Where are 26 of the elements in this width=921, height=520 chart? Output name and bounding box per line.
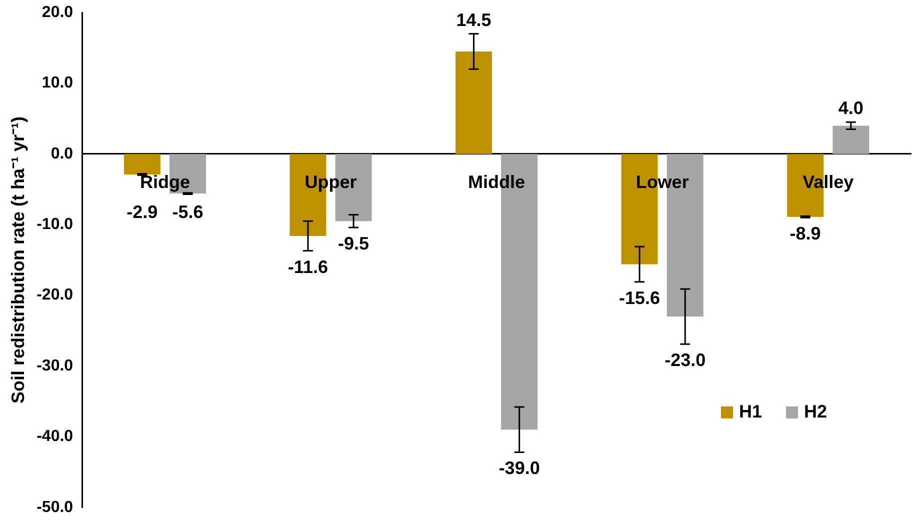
bar — [456, 51, 492, 154]
y-tick-label: -40.0 — [36, 428, 74, 446]
data-label: -8.9 — [790, 224, 821, 244]
y-tick-label: 0.0 — [50, 145, 74, 162]
data-label: -9.5 — [338, 233, 370, 254]
y-tick-label: -30.0 — [36, 357, 74, 374]
bar — [124, 154, 160, 174]
data-label: -15.6 — [619, 288, 660, 308]
y-tick-label: 20.0 — [42, 4, 74, 22]
data-label: 4.0 — [838, 98, 864, 118]
legend-label: H2 — [804, 401, 828, 422]
y-tick-label: -10.0 — [36, 216, 74, 234]
data-label: -23.0 — [664, 350, 706, 370]
bar — [832, 126, 870, 154]
data-label: -11.6 — [288, 256, 328, 277]
y-tick-label: -20.0 — [36, 286, 74, 304]
data-label: -39.0 — [498, 458, 540, 478]
legend-label: H1 — [739, 401, 762, 422]
x-tick-label: Ridge — [140, 172, 190, 192]
y-tick-label: 10.0 — [42, 74, 74, 92]
y-tick-label: -50.0 — [36, 498, 74, 516]
data-label: -2.9 — [126, 202, 158, 222]
data-label: 14.5 — [456, 10, 492, 30]
y-axis-title: Soil redistribution rate (t ha⁻¹ yr⁻¹) — [8, 116, 28, 404]
x-tick-label: Middle — [468, 172, 526, 192]
data-label: -5.6 — [172, 202, 204, 222]
